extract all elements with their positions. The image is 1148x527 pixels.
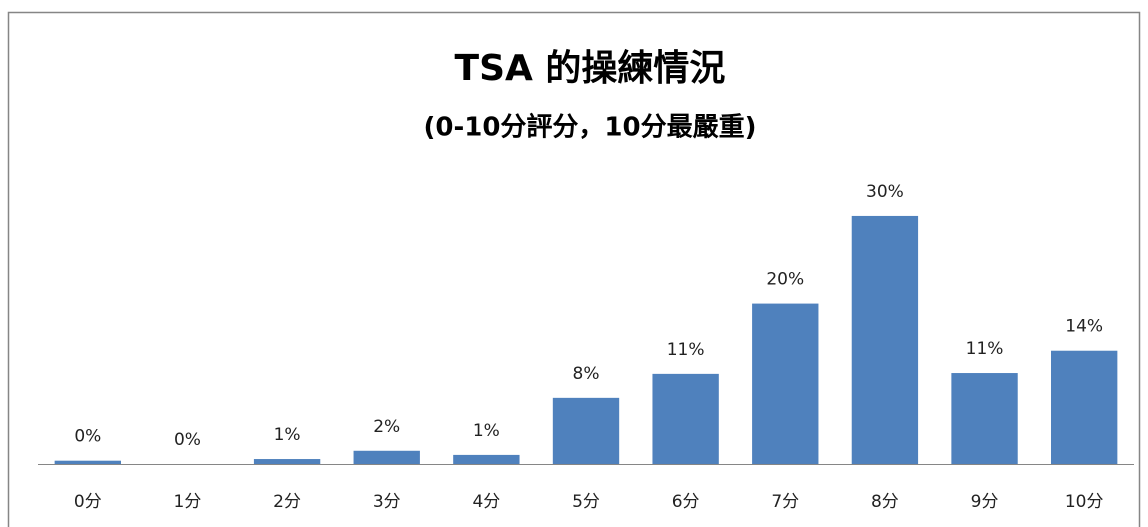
x-tick-label: 6分 <box>672 492 700 512</box>
bar <box>253 459 321 464</box>
bar <box>851 215 919 464</box>
bar <box>552 397 620 464</box>
x-tick-label: 2分 <box>273 492 301 512</box>
x-tick-label: 3分 <box>373 492 401 512</box>
data-label: 14% <box>1065 317 1103 337</box>
data-label: 0% <box>174 430 201 450</box>
data-label: 11% <box>966 339 1004 359</box>
bar <box>353 450 420 464</box>
x-tick-label: 7分 <box>771 492 799 512</box>
data-label: 8% <box>573 364 600 384</box>
bar <box>752 303 819 464</box>
x-tick-label: 8分 <box>871 492 899 512</box>
bar <box>54 460 121 464</box>
chart-title: TSA 的操練情況 <box>455 48 726 89</box>
data-label: 1% <box>473 421 500 441</box>
data-label: 0% <box>74 427 101 447</box>
x-tick-label: 1分 <box>174 492 202 512</box>
bar <box>453 454 520 464</box>
data-label: 30% <box>866 182 904 202</box>
data-label: 20% <box>766 270 804 290</box>
bar <box>1051 350 1118 464</box>
data-label: 2% <box>373 417 400 437</box>
data-label: 1% <box>274 425 301 445</box>
bar <box>951 373 1018 464</box>
x-tick-label: 9分 <box>971 492 999 512</box>
chart-subtitle: (0-10分評分，10分最嚴重) <box>423 112 756 143</box>
x-tick-label: 0分 <box>74 492 102 512</box>
x-tick-label: 10分 <box>1065 492 1104 512</box>
x-tick-label: 5分 <box>572 492 600 512</box>
x-tick-label: 4分 <box>472 492 500 512</box>
data-label: 11% <box>667 340 705 360</box>
bar <box>652 373 719 464</box>
